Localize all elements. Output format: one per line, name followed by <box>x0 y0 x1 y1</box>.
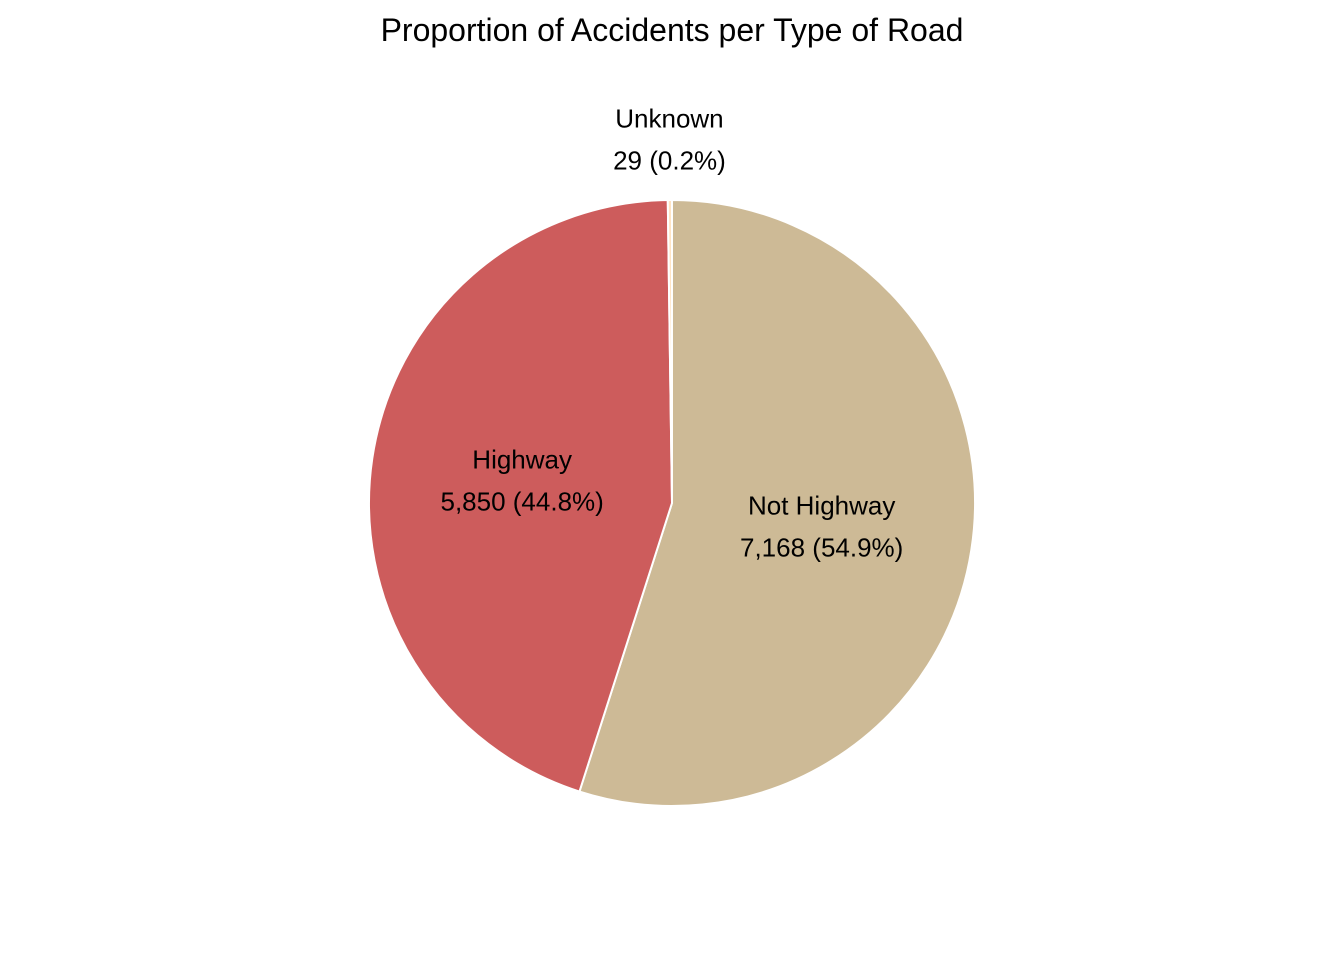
slice-label-highway: Highway <box>472 445 572 475</box>
slice-label-not-highway: Not Highway <box>748 490 895 520</box>
slice-label-unknown: Unknown <box>615 103 723 133</box>
pie-slice-unknown <box>666 198 673 504</box>
pie-slice-not-highway <box>578 198 976 807</box>
slice-value-highway: 5,850 (44.8%) <box>440 487 603 517</box>
pie-slices <box>368 198 976 807</box>
slice-value-unknown: 29 (0.2%) <box>613 145 726 175</box>
pie-slice-highway <box>368 199 674 793</box>
chart-title: Proportion of Accidents per Type of Road <box>381 12 964 48</box>
pie-labels: Not Highway 7,168 (54.9%) Highway 5,850 (44… <box>440 103 903 562</box>
slice-value-not-highway: 7,168 (54.9%) <box>740 532 903 562</box>
